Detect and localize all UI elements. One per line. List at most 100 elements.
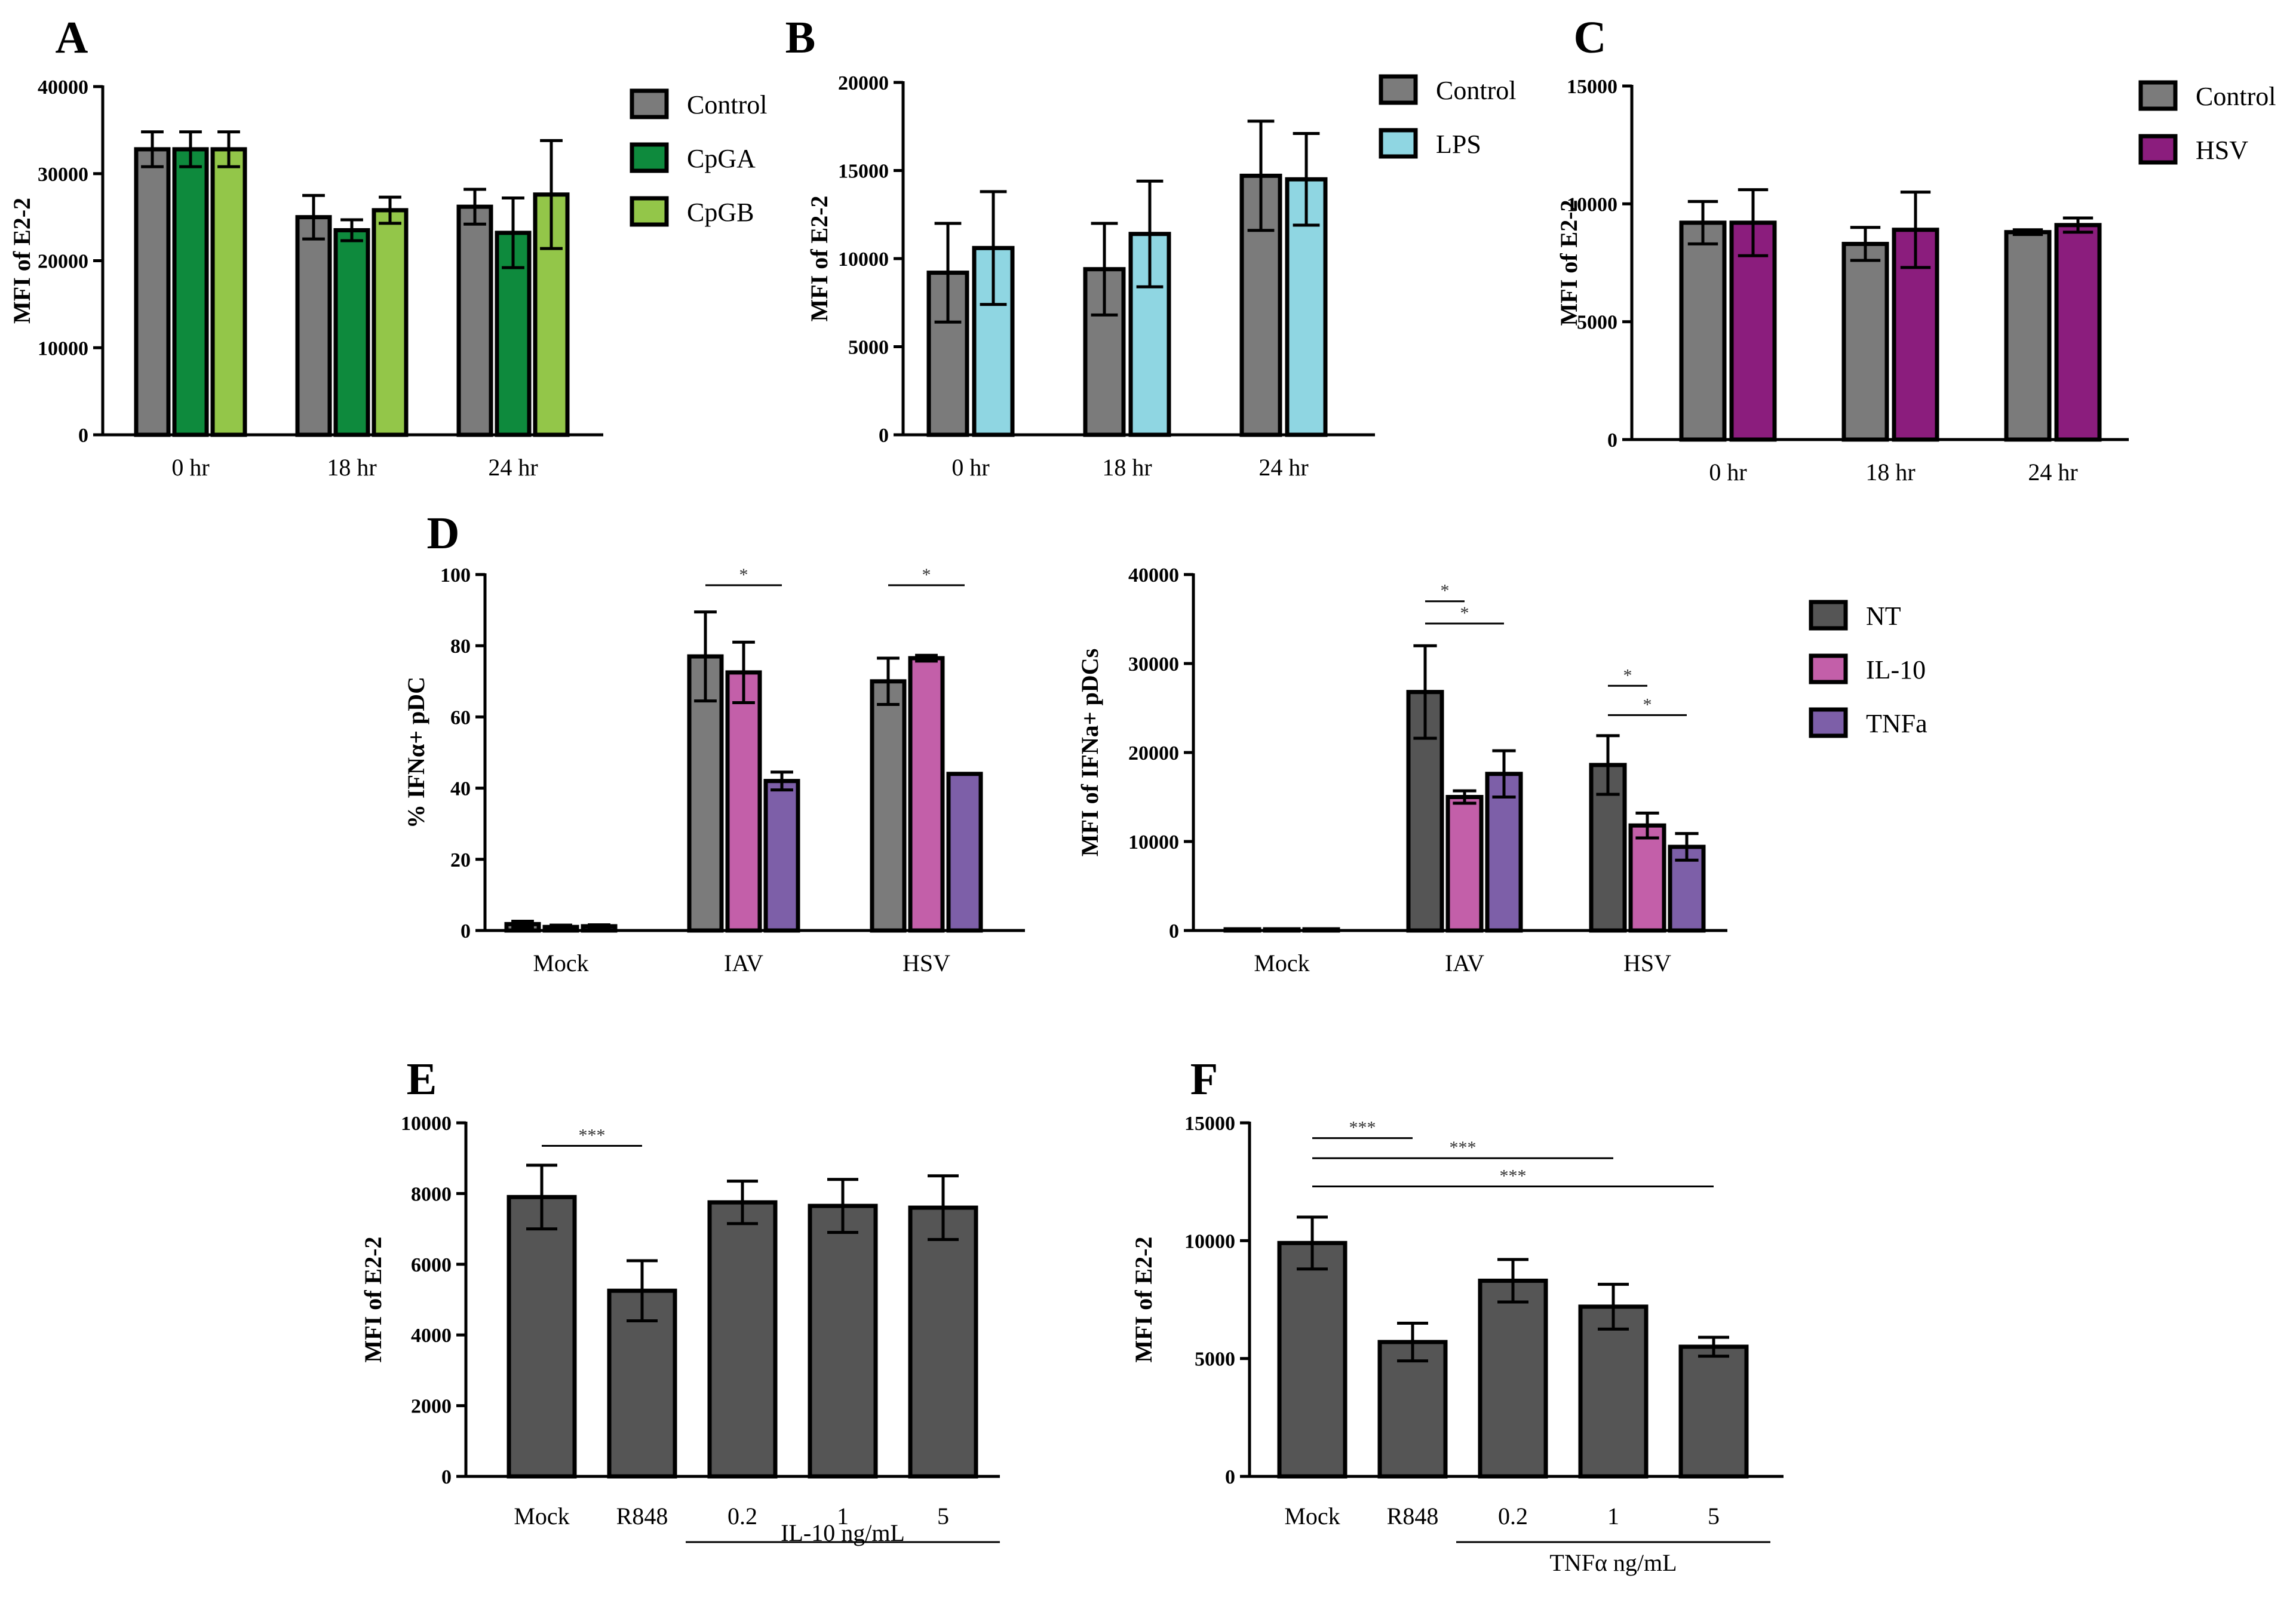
bar xyxy=(210,147,247,437)
y-tick-label: 0 xyxy=(1169,920,1179,942)
panel-letter-D1: D xyxy=(427,508,460,558)
legend-swatch xyxy=(1379,128,1418,159)
legend-swatch xyxy=(1379,74,1418,105)
x-tick-label: HSV xyxy=(1623,950,1671,976)
y-tick-label: 5000 xyxy=(1195,1349,1235,1371)
bar xyxy=(1578,1304,1649,1479)
significance-label: * xyxy=(1623,665,1632,685)
x-tick-label: 18 hr xyxy=(1865,459,1915,486)
bar xyxy=(1445,795,1484,933)
significance-label: * xyxy=(922,565,931,585)
legend-B: Control LPS xyxy=(1379,74,1516,159)
bar xyxy=(1277,1240,1347,1479)
y-tick-label: 0 xyxy=(441,1466,452,1488)
bar xyxy=(1478,1278,1548,1479)
x-tick-label: R848 xyxy=(1387,1503,1439,1530)
y-tick-label: 10000 xyxy=(401,1113,452,1135)
x-tick-label: R848 xyxy=(616,1503,668,1530)
significance-label: * xyxy=(1460,603,1469,623)
y-tick-label: 15000 xyxy=(1184,1113,1235,1135)
chart-F: F 0 5000 10000 15000 MFI of E2-2 Mock R848 0.2 1 5… xyxy=(1130,1054,1784,1576)
x-tick-label: 18 hr xyxy=(1102,454,1152,481)
y-tick-label: 6000 xyxy=(411,1254,452,1276)
legend-label: HSV xyxy=(2196,136,2248,165)
x-tick-label: 0.2 xyxy=(728,1503,757,1530)
bar xyxy=(707,1200,778,1479)
bar xyxy=(333,228,370,437)
y-tick-label: 10000 xyxy=(838,248,889,271)
bar xyxy=(946,772,983,933)
y-tick-label: 30000 xyxy=(38,164,88,186)
y-tick-label: 40000 xyxy=(38,76,88,99)
y-tick-label: 100 xyxy=(440,564,471,586)
group-label: TNFα ng/mL xyxy=(1549,1549,1677,1576)
group-label: IL-10 ng/mL xyxy=(781,1519,905,1546)
significance-label: *** xyxy=(579,1125,606,1145)
y-tick-label: 60 xyxy=(450,707,471,729)
y-tick-label: 20 xyxy=(450,849,471,871)
x-tick-label: 5 xyxy=(937,1503,949,1530)
panel-letter-F: F xyxy=(1190,1054,1218,1104)
bar xyxy=(507,1194,577,1479)
legend-swatch xyxy=(630,88,669,119)
bar xyxy=(295,215,332,437)
y-axis-label: MFI of E2-2 xyxy=(1130,1236,1157,1362)
x-tick-label: IAV xyxy=(724,950,763,976)
legend-label: CpGA xyxy=(687,144,756,173)
y-axis-label: MFI of E2-2 xyxy=(1555,199,1582,325)
x-tick-label: 0.2 xyxy=(1498,1503,1528,1530)
panel-letter-E: E xyxy=(407,1054,437,1104)
legend-label: TNFa xyxy=(1866,709,1927,738)
bar xyxy=(134,147,171,437)
legend-A: Control CpGA CpGB xyxy=(630,88,767,227)
bar xyxy=(1678,1344,1749,1479)
bar xyxy=(2054,223,2102,442)
y-axis-label: % IFNα+ pDC xyxy=(403,677,429,828)
legend-swatch xyxy=(630,142,669,173)
y-tick-label: 20000 xyxy=(838,72,889,94)
bar xyxy=(1377,1340,1448,1479)
x-tick-label: 0 hr xyxy=(171,454,209,481)
legend-swatch xyxy=(1809,707,1848,738)
bar xyxy=(2004,230,2052,442)
x-tick-label: Mock xyxy=(533,950,588,976)
y-tick-label: 2000 xyxy=(411,1396,452,1418)
y-tick-label: 20000 xyxy=(1128,742,1179,764)
x-tick-label: 0 hr xyxy=(1709,459,1746,486)
legend-swatch xyxy=(2138,134,2178,165)
bar xyxy=(172,147,209,437)
legend-label: NT xyxy=(1866,601,1901,631)
x-tick-label: 24 hr xyxy=(1258,454,1308,481)
legend-label: Control xyxy=(687,90,767,119)
y-tick-label: 10000 xyxy=(1567,194,1617,216)
x-tick-label: Mock xyxy=(1254,950,1309,976)
bar xyxy=(1628,823,1666,933)
y-tick-label: 5000 xyxy=(848,337,889,359)
x-tick-label: 5 xyxy=(1708,1503,1720,1530)
legend-D2: NT IL-10 TNFa xyxy=(1809,600,1927,738)
y-tick-label: 8000 xyxy=(411,1183,452,1205)
bar xyxy=(908,1205,978,1479)
x-tick-label: 24 hr xyxy=(2028,459,2077,486)
legend-C: Control HSV xyxy=(2138,80,2276,165)
bar xyxy=(908,656,945,933)
y-tick-label: 80 xyxy=(450,635,471,658)
legend-label: CpGB xyxy=(687,198,754,227)
y-tick-label: 0 xyxy=(461,920,471,942)
y-axis-label: MFI of E2-2 xyxy=(360,1236,386,1362)
significance-label: *** xyxy=(1349,1118,1376,1138)
legend-label: IL-10 xyxy=(1866,655,1926,684)
legend-label: Control xyxy=(2196,82,2276,111)
y-tick-label: 0 xyxy=(78,425,88,447)
x-tick-label: Mock xyxy=(514,1503,569,1530)
panel-letter-C: C xyxy=(1574,13,1607,63)
bar xyxy=(456,204,493,437)
chart-E: E 0 2000 4000 6000 8000 10000 MFI of E2-2 Mock R8… xyxy=(360,1054,1000,1546)
bar xyxy=(1841,241,1889,442)
bar xyxy=(1263,927,1301,933)
significance-label: *** xyxy=(1450,1138,1477,1157)
y-tick-label: 15000 xyxy=(1567,76,1617,98)
y-tick-label: 20000 xyxy=(38,251,88,273)
bar xyxy=(870,679,907,933)
